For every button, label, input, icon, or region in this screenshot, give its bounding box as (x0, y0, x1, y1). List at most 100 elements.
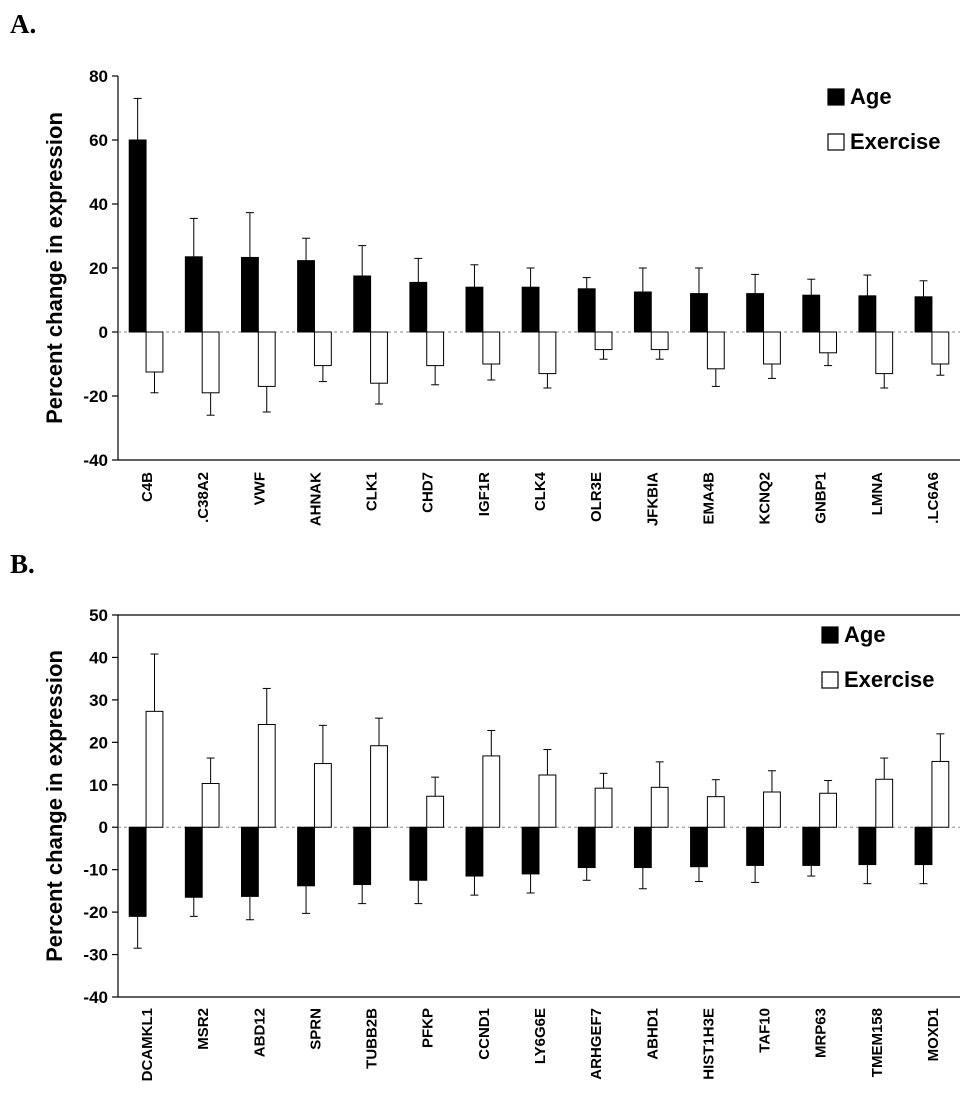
bar-age (240, 256, 259, 333)
category-label: MRP63 (813, 1008, 830, 1058)
legend-label-exercise: Exercise (850, 129, 941, 154)
legend-label-exercise: Exercise (844, 667, 935, 692)
y-tick-label: -20 (83, 903, 108, 922)
bar-exercise (706, 331, 725, 370)
y-tick-label: 40 (89, 195, 108, 214)
y-tick-label: 30 (89, 691, 108, 710)
bar-age (184, 826, 203, 898)
category-label: VWF (251, 472, 268, 505)
category-label: C4B (139, 472, 156, 502)
category-label: KCNQ2 (757, 472, 774, 525)
bar-exercise (313, 331, 332, 367)
bar-age (128, 139, 147, 333)
y-tick-label: 20 (89, 259, 108, 278)
category-label: LY6G6E (532, 1008, 549, 1064)
bar-age (802, 294, 821, 333)
category-label: SPRN (307, 1008, 324, 1050)
category-label: CLK1 (364, 472, 381, 511)
bar-exercise (819, 792, 838, 828)
bar-age (297, 260, 315, 333)
bar-age (409, 281, 428, 333)
bar-age (521, 286, 540, 333)
bar-age (353, 275, 372, 333)
bar-exercise (763, 791, 781, 828)
y-tick-label: 50 (89, 606, 108, 625)
bar-exercise (257, 331, 276, 387)
y-tick-label: 0 (99, 323, 108, 342)
bar-exercise (201, 331, 220, 394)
bar-exercise (313, 763, 332, 828)
bar-age (240, 826, 259, 897)
bar-exercise (875, 331, 894, 375)
y-axis-label: Percent change in expression (42, 650, 67, 962)
bar-exercise (819, 331, 838, 354)
bar-age (633, 826, 652, 869)
category-label: TMEM158 (869, 1008, 886, 1077)
bar-exercise (370, 745, 388, 828)
bar-exercise (538, 774, 557, 828)
bar-age (409, 826, 428, 881)
bar-exercise (426, 795, 445, 828)
y-tick-label: -20 (83, 387, 108, 406)
y-tick-label: 40 (89, 648, 108, 667)
bar-exercise (706, 796, 725, 828)
bar-exercise (594, 331, 613, 351)
y-tick-label: 60 (89, 131, 108, 150)
bar-age (690, 826, 708, 868)
bar-age (746, 293, 765, 333)
y-tick-label: -40 (83, 451, 108, 470)
bar-age (633, 291, 652, 333)
bar-age (184, 256, 203, 333)
chart-panel-a: A. Percent change in expression -40 -20 0 20 4… (10, 9, 960, 526)
legend-swatch-age (821, 626, 839, 644)
bar-exercise (145, 710, 164, 828)
category-label: ABD12 (251, 1008, 268, 1057)
bar-exercise (875, 778, 894, 828)
bar-age (858, 295, 877, 333)
bar-age (914, 826, 933, 866)
category-label: CLK4 (532, 471, 549, 511)
bar-exercise (482, 755, 501, 828)
category-label: HIST1H3E (700, 1008, 717, 1080)
y-tick-label: 20 (89, 733, 108, 752)
y-tick-label: -10 (83, 861, 108, 880)
category-label: DCAMKL1 (139, 1008, 156, 1081)
category-label: LMNA (869, 472, 886, 515)
category-label: AHNAK (307, 472, 324, 526)
bar-age (353, 826, 372, 886)
category-label: .LC6A6 (925, 472, 942, 524)
bar-age (914, 296, 933, 333)
category-label: CCND1 (476, 1008, 493, 1060)
category-label: ARHGEF7 (588, 1008, 605, 1080)
category-label: JFKBIA (644, 472, 661, 526)
panel-label: B. (10, 549, 35, 579)
bar-exercise (763, 331, 781, 365)
legend-label-age: Age (850, 84, 892, 109)
bar-exercise (426, 331, 445, 367)
bar-age (577, 288, 596, 333)
category-label: OLR3E (588, 472, 605, 522)
bar-exercise (145, 331, 164, 373)
category-label: GNBP1 (813, 472, 830, 524)
bar-age (297, 826, 315, 887)
category-label: .C38A2 (195, 472, 212, 523)
bar-age (128, 826, 147, 917)
bar-age (577, 826, 596, 869)
legend-swatch-exercise (821, 671, 839, 689)
category-label: EMA4B (700, 472, 717, 525)
bar-exercise (257, 724, 276, 828)
bar-exercise (650, 786, 669, 828)
y-tick-label: -30 (83, 946, 108, 965)
bar-age (521, 826, 540, 875)
category-label: CHD7 (420, 472, 437, 513)
legend-label-age: Age (844, 622, 886, 647)
bar-exercise (482, 331, 501, 365)
bar-age (465, 286, 484, 333)
y-axis-label: Percent change in expression (42, 112, 67, 424)
category-label: TUBB2B (364, 1008, 381, 1069)
category-label: PFKP (420, 1008, 437, 1048)
bar-exercise (370, 331, 388, 384)
bar-exercise (931, 331, 950, 365)
bar-age (802, 826, 821, 866)
